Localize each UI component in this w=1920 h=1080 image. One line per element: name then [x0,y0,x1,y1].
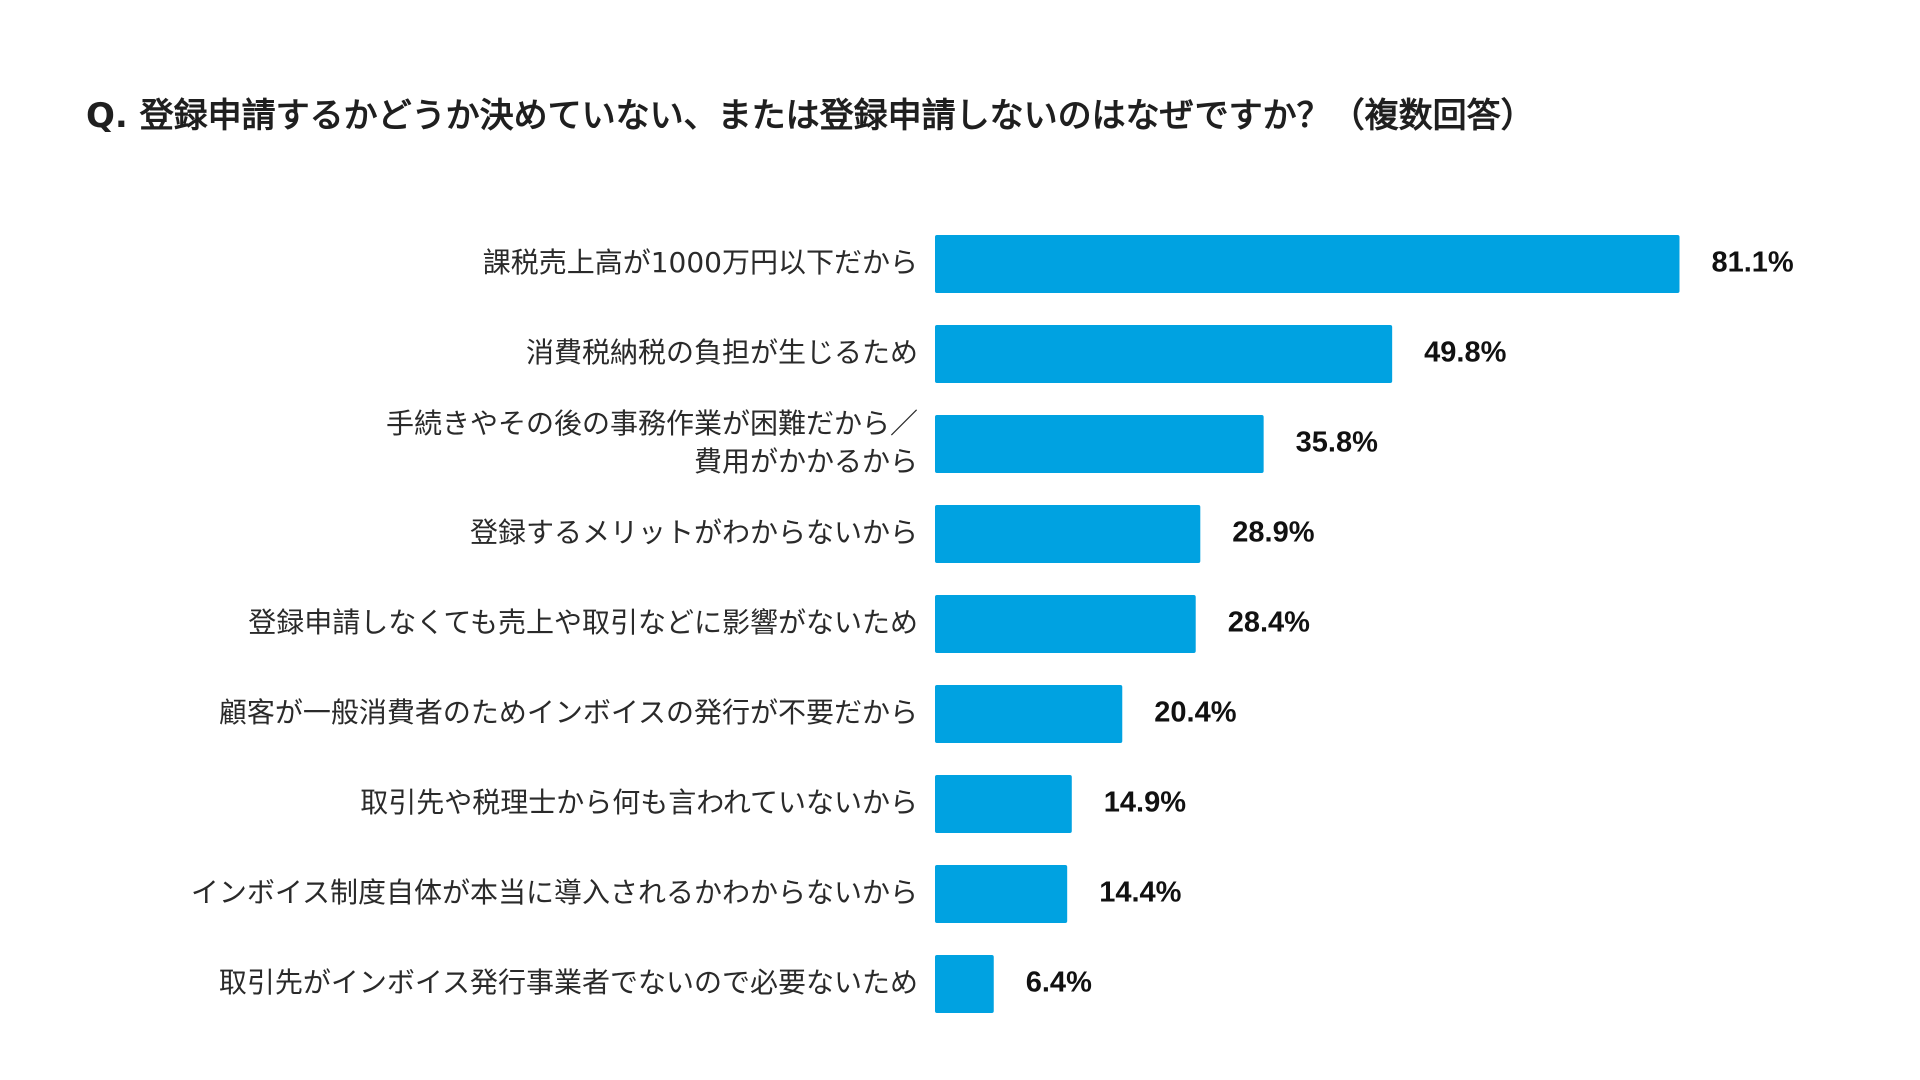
bar-3 [935,415,1264,473]
bar-2 [935,325,1393,383]
bar-9 [935,955,994,1013]
category-label-3-line-2: 費用がかかるから [694,445,918,478]
bar-5 [935,595,1196,653]
value-label-1: 81.1% [1711,247,1793,279]
bar-7 [935,775,1072,833]
category-label-8: インボイス制度自体が本当に導入されるかわからないから [191,876,918,909]
value-label-2: 49.8% [1424,337,1506,369]
value-label-7: 14.9% [1104,787,1186,819]
bar-6 [935,685,1123,743]
bar-4 [935,505,1201,563]
value-label-6: 20.4% [1154,697,1236,729]
category-label-9: 取引先がインボイス発行事業者でないので必要ないため [219,966,918,999]
labels-layer: 81.1% 課税売上高が1000万円以下だから 49.8% 消費税納税の負担が生じるた… [191,246,1794,999]
value-label-8: 14.4% [1099,877,1181,909]
bars-layer [935,235,1680,1013]
value-label-9: 6.4% [1026,967,1092,999]
category-label-1: 課税売上高が1000万円以下だから [483,246,918,279]
value-label-5: 28.4% [1228,607,1310,639]
category-label-4: 登録するメリットがわからないから [470,516,918,549]
category-label-3-line-1: 手続きやその後の事務作業が困難だから／ [386,407,918,440]
value-label-4: 28.9% [1232,517,1314,549]
bar-8 [935,865,1068,923]
value-label-3: 35.8% [1296,427,1378,459]
category-label-2: 消費税納税の負担が生じるため [526,336,918,369]
category-label-5: 登録申請しなくても売上や取引などに影響がないため [248,606,918,639]
category-label-6: 顧客が一般消費者のためインボイスの発行が不要だから [219,696,918,729]
chart-title: Q. 登録申請するかどうか決めていない、または登録申請しないのはなぜですか？（複… [86,96,1535,136]
category-label-7: 取引先や税理士から何も言われていないから [360,786,918,819]
bar-1 [935,235,1680,293]
